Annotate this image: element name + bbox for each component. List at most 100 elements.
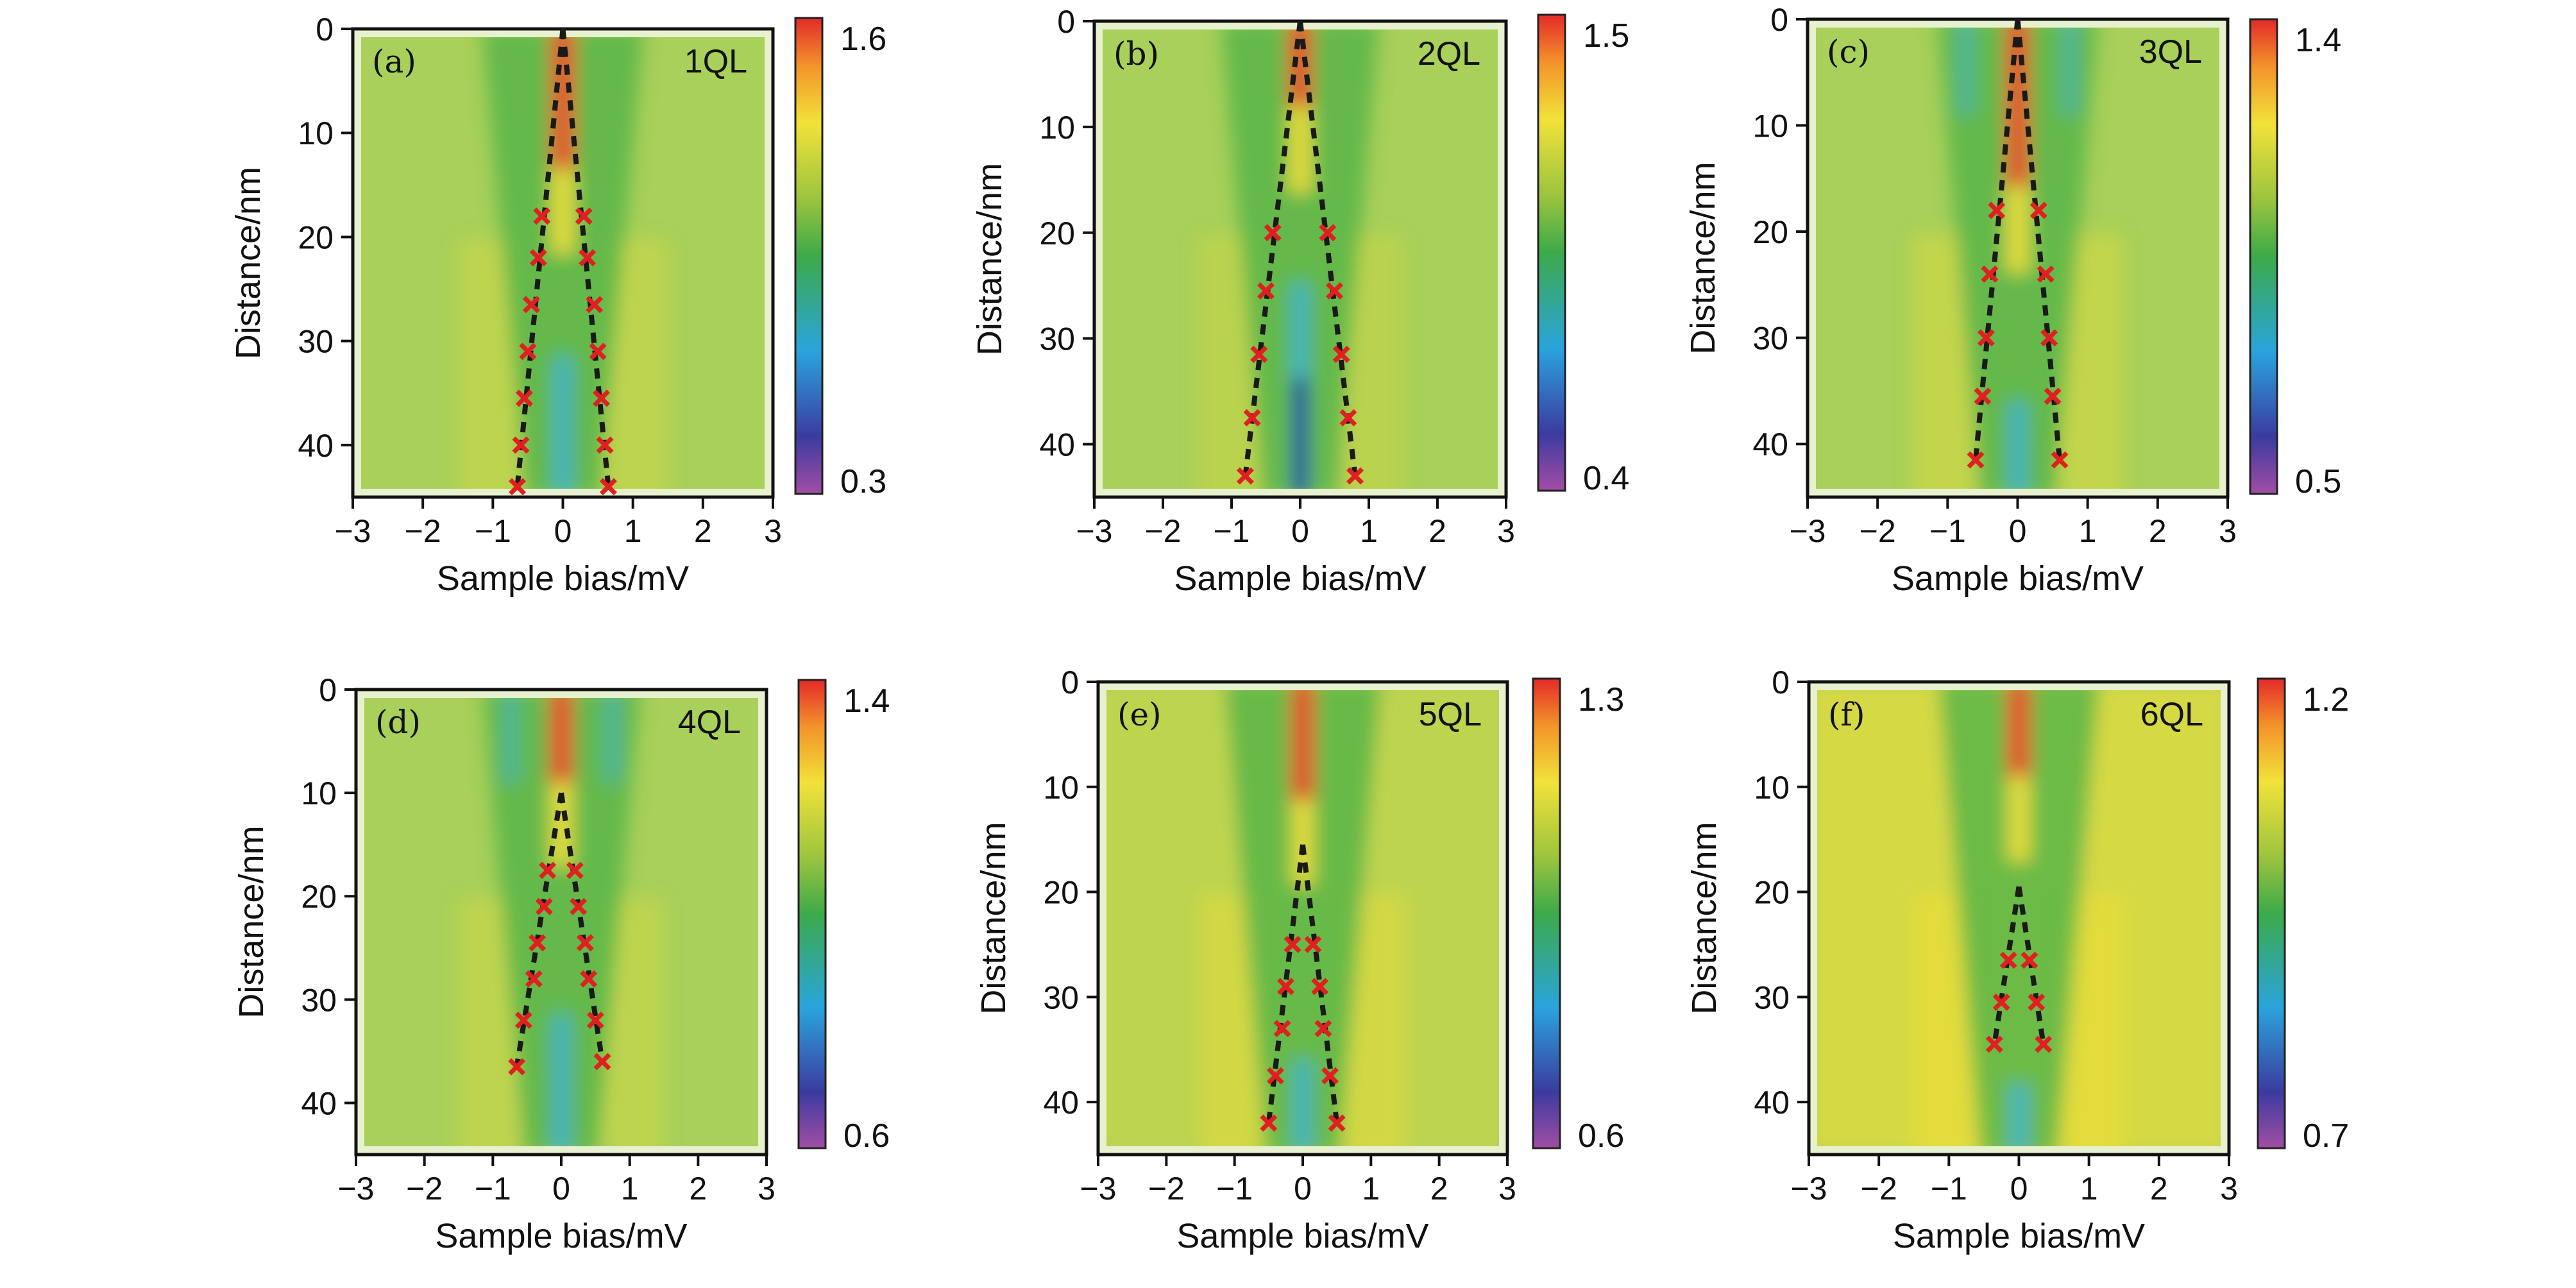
heatmap-peak-blue: [553, 357, 573, 497]
y-tick-label: 10: [301, 775, 337, 811]
x-tick-label: −2: [1860, 513, 1896, 549]
panel-label: (e): [1117, 696, 1162, 733]
colorbar: [794, 17, 824, 495]
heatmap-peak-yellow: [552, 169, 574, 254]
x-tick-label: 3: [1498, 1171, 1516, 1207]
heatmap-image: [356, 690, 767, 1155]
x-tick-label: 1: [1360, 513, 1378, 549]
marker-right-3: [2044, 387, 2062, 405]
y-tick-label: 10: [298, 115, 334, 151]
y-tick-label: 10: [1043, 770, 1079, 806]
y-tick-label: 0: [316, 12, 334, 47]
colorbar-max-label: 1.4: [843, 682, 890, 720]
marker-right-5: [596, 436, 614, 454]
x-tick-label: 2: [689, 1171, 707, 1207]
ql-label: 4QL: [678, 704, 741, 741]
x-tick-label: −1: [1929, 513, 1966, 549]
marker-left-2: [529, 934, 547, 952]
y-tick-label: 0: [319, 672, 337, 708]
x-tick-label: 2: [1430, 1171, 1448, 1207]
y-tick-label: 30: [1039, 321, 1075, 357]
y-tick-label: 40: [1754, 1085, 1790, 1121]
marker-right-4: [1346, 467, 1364, 485]
y-tick-label: 20: [1752, 214, 1788, 250]
marker-left-0: [1284, 935, 1301, 953]
marker-left-4: [514, 1012, 532, 1030]
y-tick-label: 30: [1752, 321, 1788, 357]
panel-label: (b): [1114, 35, 1159, 72]
marker-left-3: [1266, 1067, 1284, 1085]
heatmap-peak-blue: [1293, 1060, 1312, 1155]
heatmap-green-region: [482, 29, 644, 497]
marker-left-1: [1276, 978, 1294, 996]
y-tick-label: 30: [1754, 979, 1790, 1015]
colorbar-max-label: 1.3: [1578, 681, 1624, 718]
ql-label: 3QL: [2139, 33, 2202, 71]
y-tick-label: 0: [1770, 2, 1788, 38]
x-tick-label: −3: [1790, 1171, 1827, 1207]
colorbar: [2249, 18, 2278, 495]
marker-right-3: [580, 970, 598, 988]
x-tick-label: 0: [552, 1171, 570, 1207]
heatmap-peak-red: [550, 690, 573, 783]
colorbar: [1532, 677, 1561, 1149]
x-axis-title: Sample bias/mV: [1176, 1217, 1428, 1255]
x-tick-label: 1: [2079, 513, 2097, 549]
marker-right-6: [599, 478, 617, 496]
marker-left-2: [1977, 329, 1995, 347]
y-tick-label: 10: [1039, 110, 1075, 146]
marker-right-2: [586, 296, 604, 314]
y-tick-label: 20: [301, 879, 337, 915]
x-tick-label: −3: [1080, 1171, 1116, 1207]
y-tick-label: 20: [1039, 216, 1075, 251]
colorbar-min-label: 0.6: [843, 1117, 890, 1155]
marker-right-4: [593, 389, 611, 407]
y-axis-title: Distance/nm: [232, 826, 271, 1018]
marker-left-0: [1988, 201, 2006, 219]
x-axis-title: Sample bias/mV: [1892, 559, 2144, 598]
heatmap-peak-yellow: [2008, 776, 2030, 862]
marker-right-4: [1328, 1114, 1346, 1132]
x-tick-label: −1: [475, 513, 511, 549]
heatmap-image: [1808, 19, 2228, 497]
y-axis-title: Distance/nm: [229, 167, 267, 359]
marker-left-4: [515, 389, 533, 407]
marker-right-2: [2040, 329, 2058, 347]
marker-left-2: [1273, 1019, 1291, 1037]
heatmap-dip-left: [503, 690, 518, 783]
marker-right-1: [2037, 265, 2055, 283]
x-tick-label: 2: [2149, 513, 2167, 549]
heatmap-image: [1094, 21, 1506, 497]
y-tick-label: 20: [1043, 875, 1079, 911]
colorbar-max-label: 1.5: [1583, 17, 1629, 55]
marker-left-6: [509, 478, 527, 496]
x-tick-label: −2: [405, 513, 441, 549]
heatmap-peak-yellow: [2006, 186, 2029, 273]
heatmap-green-region: [1221, 21, 1380, 497]
guide-line-right: [559, 792, 605, 1062]
y-tick-label: 30: [298, 324, 334, 360]
x-axis-title: Sample bias/mV: [1893, 1217, 2145, 1255]
marker-left-4: [1236, 467, 1254, 485]
x-tick-label: 0: [2010, 1171, 2028, 1207]
x-tick-label: 1: [2080, 1171, 2098, 1207]
marker-right-5: [593, 1053, 611, 1071]
heatmap-image: [353, 29, 773, 497]
guide-line-right: [2016, 886, 2046, 1045]
x-tick-label: 2: [694, 513, 712, 549]
heatmap-green-region: [482, 690, 640, 1155]
marker-right-1: [1326, 282, 1343, 300]
x-axis-title: Sample bias/mV: [1174, 559, 1426, 598]
y-tick-label: 10: [1752, 108, 1788, 144]
heatmap-peak-yellow: [1291, 800, 1314, 885]
guide-line-right: [560, 28, 611, 487]
x-tick-label: −2: [1861, 1171, 1897, 1207]
y-tick-label: 40: [1039, 427, 1075, 463]
colorbar: [1537, 13, 1566, 492]
y-tick-label: 40: [298, 428, 334, 464]
y-tick-label: 30: [1043, 979, 1079, 1015]
colorbar-min-label: 0.7: [2303, 1117, 2349, 1155]
marker-right-1: [570, 897, 588, 915]
heatmap-image: [1809, 682, 2229, 1155]
